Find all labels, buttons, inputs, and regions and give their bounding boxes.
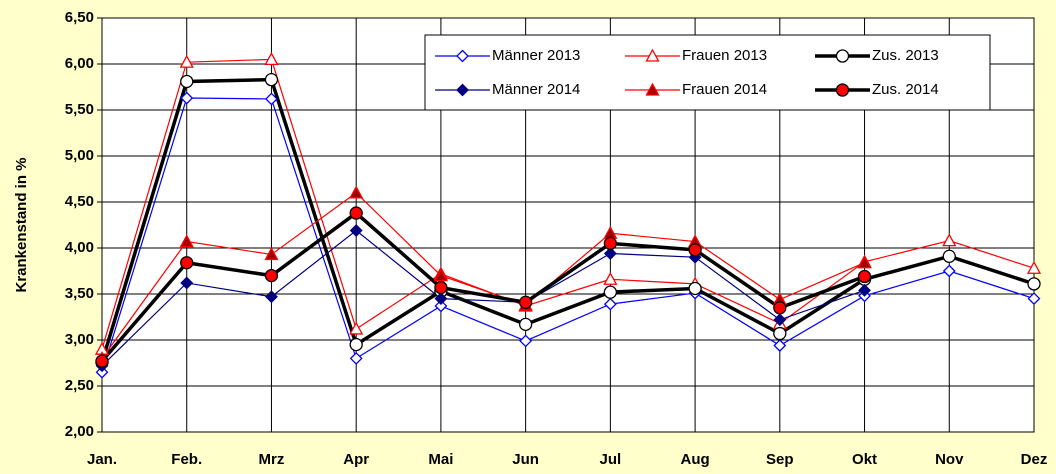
legend-label: Frauen 2013: [682, 47, 767, 64]
legend-label: Männer 2014: [492, 81, 580, 98]
marker: [519, 334, 533, 348]
marker: [265, 92, 278, 106]
marker: [773, 301, 787, 315]
marker: [264, 268, 279, 283]
marker: [349, 321, 364, 335]
marker: [603, 271, 618, 285]
series-line: [100, 77, 1035, 363]
marker: [835, 83, 850, 97]
marker: [1027, 292, 1041, 306]
y-axis-label: Krankenstand in %: [13, 157, 30, 292]
marker: [857, 255, 872, 269]
marker: [1026, 260, 1042, 274]
y-tick-label: 2,50: [65, 377, 94, 394]
marker: [773, 313, 787, 327]
x-tick-label: Okt: [852, 451, 877, 468]
marker: [603, 285, 618, 299]
marker: [264, 247, 279, 261]
marker: [942, 233, 957, 247]
marker: [264, 52, 279, 66]
x-tick-label: Jan.: [87, 451, 117, 468]
marker: [773, 326, 787, 341]
x-tick-label: Nov: [935, 451, 964, 468]
marker: [349, 224, 363, 237]
legend: Männer 2013 Frauen 2013 Zus. 2013 Männer 20…: [424, 34, 991, 111]
y-tick-label: 3,00: [65, 331, 94, 348]
x-tick-label: Dez: [1021, 451, 1048, 468]
y-tick-label: 3,50: [65, 285, 94, 302]
marker: [456, 49, 469, 63]
marker: [349, 206, 363, 220]
marker: [835, 49, 850, 63]
x-tick-label: Mai: [428, 451, 453, 468]
marker: [95, 365, 109, 379]
marker: [434, 280, 448, 295]
marker: [645, 82, 660, 96]
marker: [180, 256, 194, 270]
marker: [264, 72, 279, 87]
marker: [265, 290, 278, 304]
x-tick-label: Jun: [512, 451, 539, 468]
marker: [349, 351, 363, 365]
marker: [456, 83, 469, 97]
marker: [858, 283, 871, 297]
marker: [857, 269, 872, 284]
series-line: [100, 210, 866, 363]
marker: [645, 48, 660, 62]
marker: [603, 297, 617, 311]
x-tick-label: Mrz: [259, 451, 285, 468]
legend-label: Zus. 2013: [872, 47, 939, 64]
marker: [518, 295, 533, 309]
legend-label: Zus. 2014: [872, 81, 939, 98]
marker: [942, 249, 956, 263]
marker: [773, 339, 787, 352]
marker: [942, 264, 956, 278]
series-line: [101, 97, 1035, 373]
marker: [603, 247, 617, 260]
marker: [603, 236, 618, 251]
y-tick-label: 6,00: [65, 55, 94, 72]
marker: [518, 317, 533, 332]
marker: [688, 281, 702, 296]
marker: [180, 276, 194, 290]
y-tick-label: 5,00: [65, 147, 94, 164]
marker: [179, 54, 194, 68]
series-line: [101, 229, 865, 367]
marker: [433, 268, 449, 282]
marker: [95, 354, 109, 368]
marker: [180, 91, 194, 105]
y-tick-label: 6,50: [65, 9, 94, 26]
marker: [349, 185, 364, 199]
x-tick-label: Apr: [343, 451, 369, 468]
legend-label: Männer 2013: [492, 47, 580, 64]
y-tick-label: 4,00: [65, 239, 94, 256]
series-layer: [94, 52, 1042, 379]
marker: [688, 243, 702, 257]
series-line: [101, 192, 865, 359]
y-tick-label: 5,50: [65, 101, 94, 118]
x-tick-label: Sep: [766, 451, 794, 468]
marker: [179, 234, 194, 248]
y-tick-label: 4,50: [65, 193, 94, 210]
marker: [1027, 277, 1041, 291]
legend-label: Frauen 2014: [682, 81, 767, 98]
y-tick-label: 2,00: [65, 423, 94, 440]
marker: [349, 337, 363, 352]
marker: [434, 299, 448, 313]
x-tick-label: Aug: [681, 451, 710, 468]
x-tick-label: Jul: [600, 451, 622, 468]
legend-box: [424, 34, 991, 111]
marker: [180, 74, 194, 89]
x-tick-label: Feb.: [171, 451, 202, 468]
series-line: [101, 58, 1035, 350]
marker: [434, 292, 448, 306]
